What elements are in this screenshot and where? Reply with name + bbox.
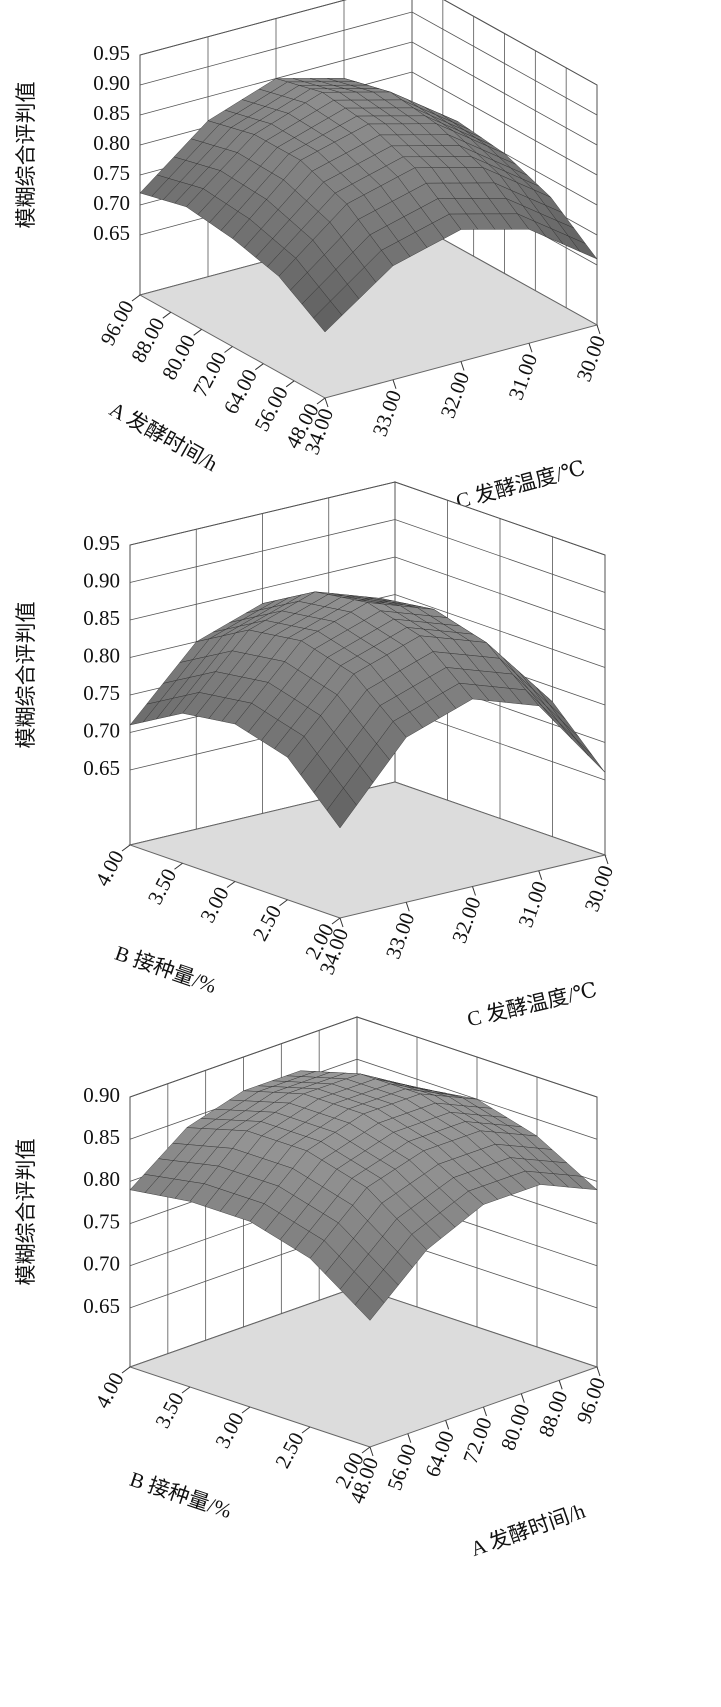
y-tick [460,361,465,371]
y-tick-label: 64.00 [420,1427,459,1480]
x-tick-label: 4.00 [90,846,128,890]
chart: 0.650.700.750.800.850.902.002.503.003.50… [14,1016,611,1562]
x-axis-title: A 发酵时间/h [105,397,222,476]
x-tick [181,1386,191,1394]
z-tick-label: 0.70 [83,718,120,742]
y-tick [405,902,410,912]
chart: 0.650.700.750.800.850.900.9548.0056.0064… [14,0,610,513]
y-tick-label: 72.00 [458,1414,497,1467]
y-tick-label: 33.00 [381,909,420,962]
x-axis-title: B 接种量/% [127,1467,235,1523]
z-tick-label: 0.75 [83,681,120,705]
y-tick [604,854,609,865]
x-tick [285,380,295,388]
z-axis-title: 模糊综合评判值 [14,1139,38,1286]
y-axis-title: A 发酵时间/h [467,1499,588,1562]
y-tick [407,1433,412,1443]
y-tick [392,379,397,389]
y-axis-title: C 发酵温度/℃ [465,977,600,1031]
x-tick-label: 80.00 [157,331,200,384]
x-tick [316,397,326,405]
z-tick-label: 0.90 [83,1083,120,1107]
x-tick [279,899,288,907]
z-tick-label: 0.65 [83,1294,120,1318]
y-axis-title: C 发酵温度/℃ [453,456,587,514]
x-tick [193,328,202,336]
z-tick-label: 0.85 [83,1125,120,1149]
x-tick [241,1406,251,1414]
y-tick-label: 88.00 [534,1387,573,1440]
z-tick-label: 0.75 [93,161,130,185]
x-tick-label: 2.50 [270,1428,308,1472]
y-tick-label: 31.00 [504,350,543,403]
y-tick [538,870,543,880]
y-tick-label: 30.00 [572,332,611,385]
x-tick-label: 3.50 [143,865,181,909]
y-tick [558,1380,563,1390]
x-tick-label: 4.00 [90,1368,128,1412]
x-tick-label: 3.00 [195,883,233,927]
y-tick [528,343,533,353]
z-tick-label: 0.95 [83,531,120,555]
x-tick-label: 56.00 [249,382,292,435]
y-tick-label: 56.00 [382,1441,421,1494]
x-tick-label: 88.00 [126,314,169,367]
z-tick-label: 0.80 [83,1167,120,1191]
x-tick [255,363,264,371]
z-tick-label: 0.65 [93,221,130,245]
x-tick-label: 2.50 [248,901,286,945]
z-tick-label: 0.65 [83,756,120,780]
y-tick-label: 32.00 [447,894,486,947]
z-tick-label: 0.85 [93,101,130,125]
y-tick [324,397,329,408]
y-tick [472,886,476,896]
x-tick [226,881,236,888]
y-tick [483,1406,487,1417]
y-tick [339,917,344,928]
y-tick-label: 30.00 [580,862,619,915]
y-tick-label: 33.00 [368,387,407,440]
x-axis-title: B 接种量/% [112,941,220,998]
surface-cell [313,300,343,333]
z-tick-label: 0.75 [83,1209,120,1233]
y-tick-label: 96.00 [572,1374,611,1427]
z-axis-title: 模糊综合评判值 [14,602,38,749]
chart: 0.650.700.750.800.850.900.952.002.503.00… [14,481,619,1031]
x-tick [121,844,131,852]
z-tick-label: 0.70 [93,191,130,215]
z-tick-label: 0.95 [93,41,130,65]
z-axis-title: 模糊综合评判值 [14,82,38,229]
y-tick [520,1393,525,1403]
x-tick [331,917,341,925]
x-tick [361,1446,371,1454]
x-tick [121,1366,131,1374]
x-tick-label: 3.50 [150,1388,188,1432]
z-tick-label: 0.70 [83,1252,120,1276]
x-tick-label: 96.00 [95,296,138,349]
z-tick-label: 0.85 [83,606,120,630]
x-tick [174,862,183,870]
x-tick [224,346,233,353]
y-tick [596,1366,601,1377]
z-tick-label: 0.80 [83,643,120,667]
z-tick-label: 0.90 [83,568,120,592]
surface-cell [354,1286,385,1321]
y-tick [445,1420,450,1430]
z-tick-label: 0.80 [93,131,130,155]
x-tick [131,294,141,302]
y-tick-label: 80.00 [496,1401,535,1454]
y-tick-label: 32.00 [436,369,475,422]
x-tick-label: 3.00 [210,1408,248,1452]
x-tick [162,311,172,319]
y-tick-label: 31.00 [513,878,552,931]
z-tick-label: 0.90 [93,71,130,95]
y-tick [596,324,601,335]
surface-cell [326,787,357,829]
y-tick [369,1446,374,1457]
x-tick-label: 72.00 [188,348,231,401]
x-tick-label: 64.00 [219,365,262,418]
x-tick [301,1426,311,1434]
